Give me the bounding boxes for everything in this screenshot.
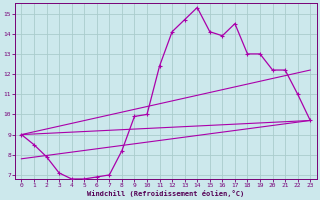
X-axis label: Windchill (Refroidissement éolien,°C): Windchill (Refroidissement éolien,°C) [87, 190, 244, 197]
